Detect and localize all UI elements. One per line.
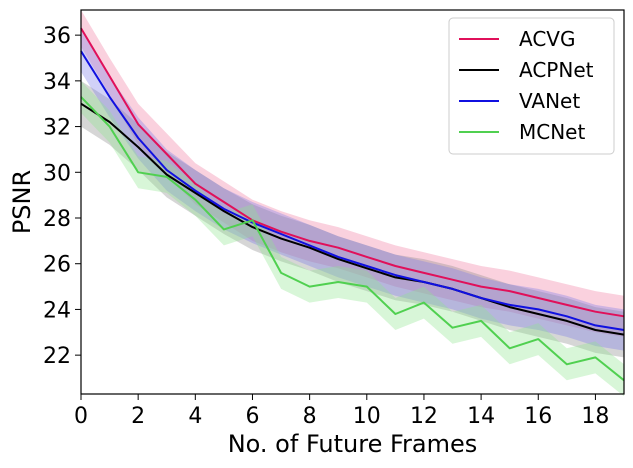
x-tick-label: 14 [467,404,495,429]
x-tick-label: 16 [524,404,552,429]
y-tick-label: 36 [43,24,71,49]
y-tick-label: 26 [43,253,71,278]
x-tick-label: 18 [581,404,609,429]
y-tick-label: 32 [43,116,71,141]
x-tick-label: 8 [303,404,317,429]
series-line-acvg [80,27,625,318]
x-tick-label: 6 [245,404,259,429]
x-axis-label: No. of Future Frames [228,430,478,458]
legend-box [448,17,615,155]
legend-label-mcnet: MCNet [519,120,585,144]
y-tick-label: 30 [43,161,71,186]
x-tick-label: 2 [131,404,145,429]
band-vanet [81,30,624,351]
band-mcnet [81,80,624,397]
series-line-acpnet [80,102,625,336]
y-axis: 22 24 26 28 30 32 34 36 [43,24,81,369]
series-line-vanet [80,50,625,331]
plot-frame [80,9,625,395]
x-tick-label: 12 [410,404,438,429]
legend-label-acpnet: ACPNet [519,58,594,82]
legend-label-acvg: ACVG [519,27,575,51]
y-tick-label: 34 [43,70,71,95]
y-tick-label: 24 [43,298,71,323]
y-tick-label: 22 [43,344,71,369]
y-axis-label: PSNR [8,170,36,234]
x-tick-label: 0 [74,404,88,429]
x-tick-label: 10 [353,404,381,429]
legend: ACVG ACPNet VANet MCNet [448,17,615,155]
x-tick-label: 4 [188,404,202,429]
series-line-mcnet [80,96,625,382]
y-tick-label: 28 [43,207,71,232]
x-axis: 0 2 4 6 8 10 12 14 16 18 [74,394,609,429]
band-acvg [81,10,624,337]
legend-label-vanet: VANet [519,89,580,113]
series-lines [80,27,625,382]
